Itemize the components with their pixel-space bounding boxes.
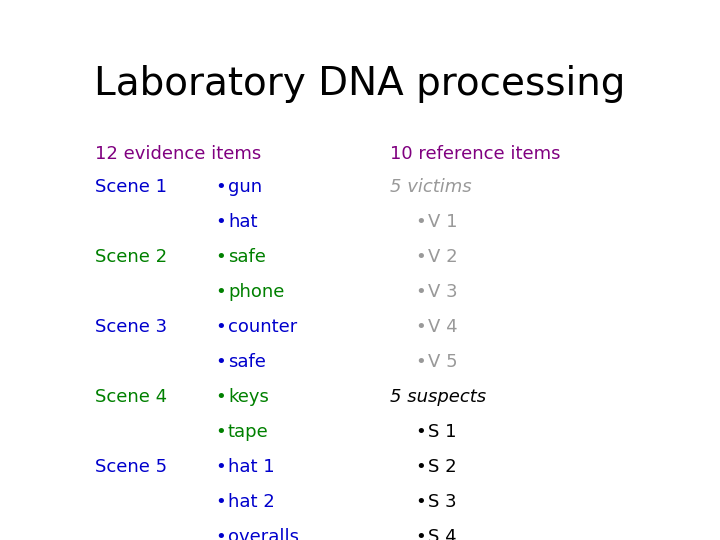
Text: S 2: S 2 [428,458,456,476]
Text: V 4: V 4 [428,318,458,336]
Text: hat: hat [228,213,258,231]
Text: •: • [415,353,426,371]
Text: •: • [415,283,426,301]
Text: hat 2: hat 2 [228,493,275,511]
Text: V 3: V 3 [428,283,458,301]
Text: 10 reference items: 10 reference items [390,145,560,163]
Text: •: • [415,528,426,540]
Text: •: • [215,458,226,476]
Text: overalls: overalls [228,528,299,540]
Text: •: • [415,458,426,476]
Text: S 1: S 1 [428,423,456,441]
Text: Scene 5: Scene 5 [95,458,167,476]
Text: •: • [215,388,226,406]
Text: •: • [415,248,426,266]
Text: •: • [215,283,226,301]
Text: 12 evidence items: 12 evidence items [95,145,261,163]
Text: •: • [415,213,426,231]
Text: •: • [215,353,226,371]
Text: •: • [215,493,226,511]
Text: 5 suspects: 5 suspects [390,388,486,406]
Text: V 5: V 5 [428,353,458,371]
Text: S 4: S 4 [428,528,456,540]
Text: •: • [415,318,426,336]
Text: phone: phone [228,283,284,301]
Text: safe: safe [228,248,266,266]
Text: safe: safe [228,353,266,371]
Text: Scene 2: Scene 2 [95,248,167,266]
Text: keys: keys [228,388,269,406]
Text: 5 victims: 5 victims [390,178,472,196]
Text: •: • [215,178,226,196]
Text: •: • [215,248,226,266]
Text: V 2: V 2 [428,248,458,266]
Text: Scene 3: Scene 3 [95,318,167,336]
Text: Scene 1: Scene 1 [95,178,167,196]
Text: tape: tape [228,423,269,441]
Text: •: • [415,493,426,511]
Text: S 3: S 3 [428,493,456,511]
Text: V 1: V 1 [428,213,457,231]
Text: •: • [215,528,226,540]
Text: Scene 4: Scene 4 [95,388,167,406]
Text: counter: counter [228,318,297,336]
Text: gun: gun [228,178,262,196]
Text: •: • [415,423,426,441]
Text: hat 1: hat 1 [228,458,274,476]
Text: •: • [215,213,226,231]
Text: •: • [215,318,226,336]
Text: •: • [215,423,226,441]
Text: Laboratory DNA processing: Laboratory DNA processing [94,65,626,103]
